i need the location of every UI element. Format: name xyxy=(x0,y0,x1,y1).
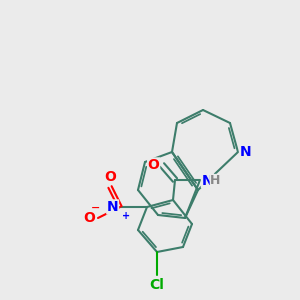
Text: O: O xyxy=(84,211,96,225)
Text: N: N xyxy=(239,145,251,159)
Text: O: O xyxy=(104,170,116,184)
Text: Cl: Cl xyxy=(150,278,164,292)
Text: H: H xyxy=(210,174,220,187)
Text: O: O xyxy=(148,158,160,172)
Text: N: N xyxy=(107,200,118,214)
Text: +: + xyxy=(122,211,130,220)
Text: −: − xyxy=(91,202,100,213)
Text: N: N xyxy=(202,174,213,188)
